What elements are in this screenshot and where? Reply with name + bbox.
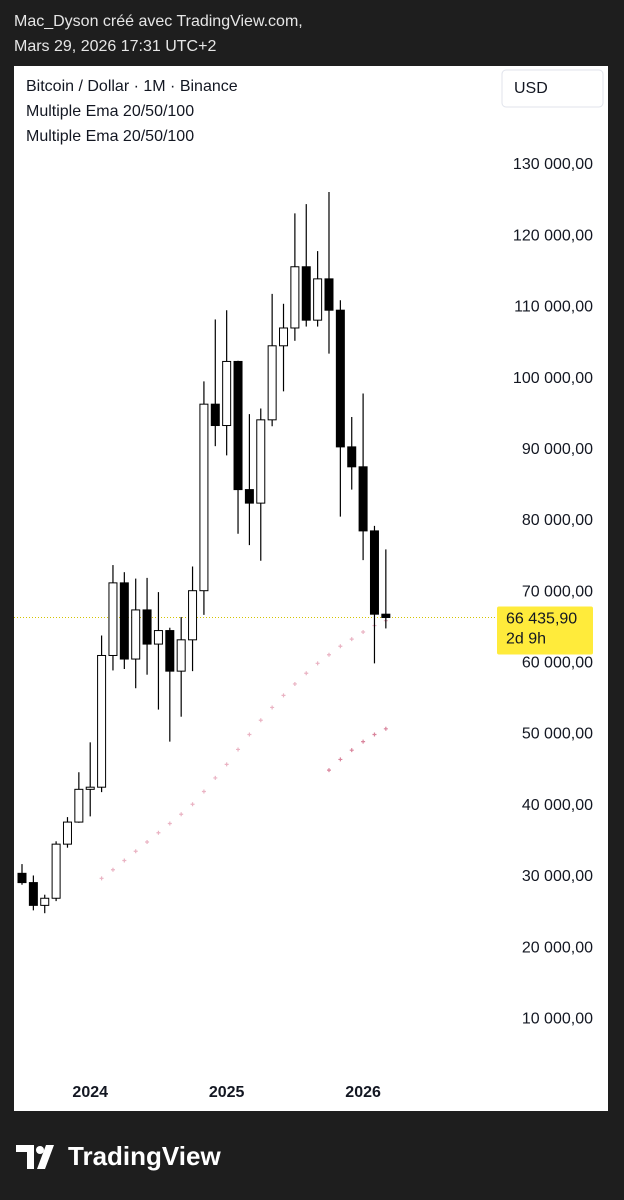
candle-body: [358, 466, 368, 532]
ema-point: [145, 840, 150, 845]
candle-body: [85, 786, 95, 790]
ema-point: [122, 858, 127, 863]
ema-point: [349, 748, 354, 753]
candle-body: [210, 403, 220, 427]
candle-body: [222, 360, 232, 427]
ema-point: [315, 661, 320, 666]
candle-body: [313, 278, 323, 321]
y-tick-label: 20 000,00: [522, 939, 593, 956]
ema-point: [361, 739, 366, 744]
candle-body: [97, 654, 107, 788]
ema-point: [326, 652, 331, 657]
ema-point: [247, 732, 252, 737]
candle-body: [165, 630, 175, 672]
candle-body: [233, 360, 243, 491]
candle-body: [369, 530, 379, 615]
candle-body: [153, 630, 163, 645]
candle-body: [199, 403, 209, 592]
y-tick-label: 110 000,00: [514, 299, 593, 316]
ema-point: [383, 726, 388, 731]
ema-point: [156, 830, 161, 835]
ema-point: [281, 693, 286, 698]
countdown-label: 2d 9h: [506, 631, 546, 648]
candle-body: [290, 266, 300, 329]
ema-point: [236, 747, 241, 752]
ema-point: [372, 732, 377, 737]
brand-logo: [16, 1145, 54, 1169]
ema-point: [179, 812, 184, 817]
candle-body: [40, 897, 50, 906]
candle-body: [188, 590, 198, 641]
candle-body: [301, 266, 311, 321]
candle-body: [108, 582, 118, 656]
y-tick-label: 70 000,00: [522, 583, 593, 600]
currency-label: USD: [514, 80, 548, 97]
x-tick-label: 2026: [345, 1084, 381, 1101]
x-tick-label: 2024: [72, 1084, 108, 1101]
y-tick-label: 50 000,00: [522, 726, 593, 743]
candle-body: [381, 613, 391, 618]
legend-indicator: Multiple Ema 20/50/100: [26, 128, 194, 145]
ema-point: [304, 671, 309, 676]
ema-point: [167, 821, 172, 826]
header-line: Mac_Dyson créé avec TradingView.com,: [14, 13, 303, 30]
candle-body: [28, 882, 38, 906]
ema-point: [270, 705, 275, 710]
y-tick-label: 130 000,00: [513, 156, 593, 173]
candle-body: [142, 609, 152, 645]
y-tick-label: 40 000,00: [522, 797, 593, 814]
ema-point: [110, 867, 115, 872]
ema-point: [338, 644, 343, 649]
legend-indicator: Multiple Ema 20/50/100: [26, 103, 194, 120]
candle-body: [335, 309, 345, 448]
ema-point: [224, 762, 229, 767]
candle-body: [267, 345, 277, 421]
candle-body: [244, 489, 254, 504]
brand-name: TradingView: [68, 1141, 221, 1171]
candle-body: [279, 327, 289, 347]
ema-point: [213, 775, 218, 780]
candle-body: [176, 639, 186, 672]
ema-point: [338, 757, 343, 762]
y-tick-label: 60 000,00: [522, 655, 593, 672]
y-tick-label: 10 000,00: [522, 1011, 593, 1028]
currency-button[interactable]: [501, 69, 604, 108]
ema-point: [349, 637, 354, 642]
ema-point: [190, 802, 195, 807]
candle-body: [119, 582, 129, 660]
legend-title: Bitcoin / Dollar · 1M · Binance: [26, 78, 238, 95]
ema-point: [258, 718, 263, 723]
y-tick-label: 80 000,00: [522, 512, 593, 529]
ema-point: [326, 768, 331, 773]
y-tick-label: 90 000,00: [522, 441, 593, 458]
candle-body: [324, 278, 334, 311]
last-price-label: 66 435,90: [506, 611, 577, 628]
y-tick-label: 30 000,00: [522, 868, 593, 885]
candle-body: [347, 446, 357, 468]
candle-body: [74, 788, 84, 823]
x-tick-label: 2025: [209, 1084, 245, 1101]
candle-body: [256, 419, 266, 504]
ema-point: [292, 681, 297, 686]
candle-body: [62, 821, 72, 845]
candle-body: [131, 609, 141, 660]
ema-point: [99, 876, 104, 881]
y-tick-label: 120 000,00: [513, 227, 593, 244]
candle-body: [51, 843, 61, 899]
candle-body: [17, 872, 27, 884]
header-line: Mars 29, 2026 17:31 UTC+2: [14, 38, 216, 55]
last-price-box: [497, 606, 593, 655]
y-tick-label: 100 000,00: [513, 370, 593, 387]
ema-point: [361, 629, 366, 634]
ema-point: [201, 789, 206, 794]
ema-point: [133, 849, 138, 854]
chart-panel: [14, 66, 608, 1111]
